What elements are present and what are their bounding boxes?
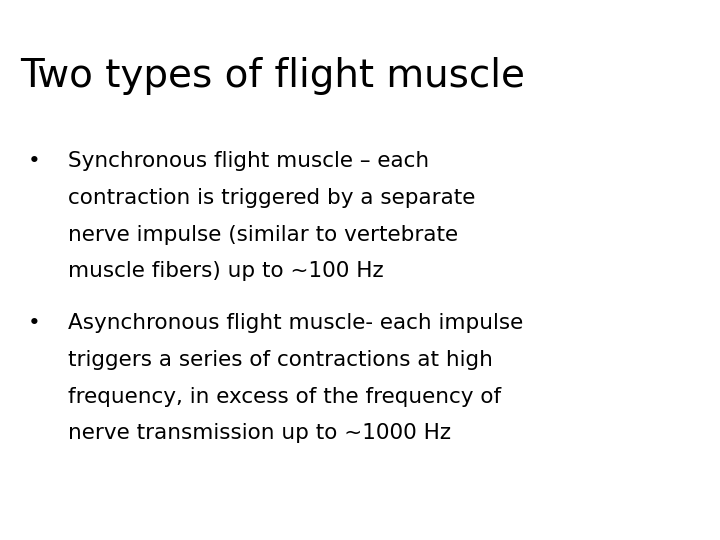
Text: Asynchronous flight muscle- each impulse: Asynchronous flight muscle- each impulse — [68, 313, 523, 333]
Text: contraction is triggered by a separate: contraction is triggered by a separate — [68, 188, 476, 208]
Text: •: • — [27, 313, 40, 333]
Text: muscle fibers) up to ~100 Hz: muscle fibers) up to ~100 Hz — [68, 261, 384, 281]
Text: •: • — [27, 151, 40, 171]
Text: frequency, in excess of the frequency of: frequency, in excess of the frequency of — [68, 387, 502, 407]
Text: triggers a series of contractions at high: triggers a series of contractions at hig… — [68, 350, 493, 370]
Text: Two types of flight muscle: Two types of flight muscle — [20, 57, 525, 94]
Text: nerve impulse (similar to vertebrate: nerve impulse (similar to vertebrate — [68, 225, 459, 245]
Text: Synchronous flight muscle – each: Synchronous flight muscle – each — [68, 151, 430, 171]
Text: nerve transmission up to ~1000 Hz: nerve transmission up to ~1000 Hz — [68, 423, 451, 443]
